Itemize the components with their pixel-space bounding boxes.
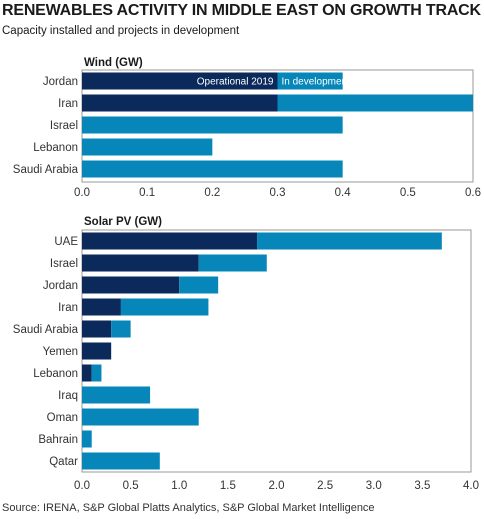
wind-category-label: Iran	[58, 98, 78, 110]
wind-x-tick-label: 0.1	[139, 187, 155, 199]
solar-pv-bar-israel-in-development	[198, 254, 267, 272]
wind-bar-lebanon-in-development	[82, 138, 213, 156]
wind-x-tick-label: 0.4	[335, 187, 352, 199]
wind-x-tick-label: 0.0	[74, 187, 90, 199]
wind-x-tick-label: 0.6	[465, 187, 481, 199]
solar-pv-category-label: Jordan	[43, 280, 78, 292]
wind-bar-jordan-operational-2019	[82, 72, 278, 90]
chart-title: RENEWABLES ACTIVITY IN MIDDLE EAST ON GR…	[2, 2, 481, 19]
chart-subtitle: Capacity installed and projects in devel…	[2, 25, 240, 37]
solar-pv-bar-uae-operational-2019	[82, 232, 258, 250]
wind-category-label: Lebanon	[33, 142, 78, 154]
wind-bar-iran-in-development	[277, 94, 473, 112]
solar-pv-category-label: Iran	[58, 302, 78, 314]
solar-pv-category-label: Iraq	[58, 390, 78, 402]
solar-pv-x-tick-label: 3.0	[366, 480, 382, 492]
solar-pv-x-tick-label: 0.0	[74, 480, 90, 492]
wind-bar-jordan-in-development	[277, 72, 343, 90]
solar-pv-x-tick-label: 1.5	[220, 480, 236, 492]
solar-pv-x-tick-label: 3.5	[414, 480, 430, 492]
wind-bar-israel-in-development	[82, 116, 343, 134]
solar-pv-x-tick-label: 4.0	[463, 480, 479, 492]
solar-pv-x-tick-label: 2.5	[317, 480, 333, 492]
solar-pv-category-label: Qatar	[49, 456, 78, 468]
solar-pv-x-tick-label: 2.0	[269, 480, 285, 492]
solar-pv-bar-iran-in-development	[120, 298, 209, 316]
solar-pv-category-label: Israel	[50, 258, 78, 270]
solar-pv-category-label: Saudi Arabia	[13, 324, 79, 336]
solar-pv-bar-lebanon-in-development	[91, 364, 102, 382]
wind-category-label: Israel	[50, 120, 78, 132]
wind-panel-title: Wind (GW)	[84, 57, 143, 69]
wind-x-tick-label: 0.3	[270, 187, 286, 199]
wind-category-label: Saudi Arabia	[13, 164, 79, 176]
solar-pv-bar-jordan-operational-2019	[82, 276, 180, 294]
legend-label-operational: Operational 2019	[197, 77, 274, 88]
solar-pv-bar-iraq-in-development	[82, 386, 151, 404]
solar-pv-bar-uae-in-development	[257, 232, 442, 250]
wind-x-tick-label: 0.5	[400, 187, 416, 199]
solar-pv-bar-yemen-operational-2019	[82, 342, 112, 360]
wind-bar-saudi-arabia-in-development	[82, 160, 343, 178]
solar-pv-panel-title: Solar PV (GW)	[84, 216, 162, 228]
wind-x-tick-label: 0.2	[204, 187, 220, 199]
source-note: Source: IRENA, S&P Global Platts Analyti…	[2, 502, 375, 514]
solar-pv-bar-iran-operational-2019	[82, 298, 121, 316]
solar-pv-bar-israel-operational-2019	[82, 254, 199, 272]
wind-bar-iran-operational-2019	[82, 94, 278, 112]
solar-pv-bar-qatar-in-development	[82, 452, 160, 470]
solar-pv-x-tick-label: 1.0	[171, 480, 187, 492]
solar-pv-bar-saudi-arabia-operational-2019	[82, 320, 112, 338]
solar-pv-x-tick-label: 0.5	[123, 480, 139, 492]
solar-pv-category-label: Yemen	[43, 346, 78, 358]
solar-pv-category-label: UAE	[54, 236, 78, 248]
wind-category-label: Jordan	[43, 76, 78, 88]
solar-pv-bar-bahrain-in-development	[82, 430, 92, 448]
solar-pv-bar-jordan-in-development	[179, 276, 219, 294]
legend-label-development: In development	[282, 77, 351, 88]
solar-pv-bar-lebanon-operational-2019	[82, 364, 92, 382]
solar-pv-category-label: Oman	[47, 412, 78, 424]
solar-pv-category-label: Bahrain	[38, 434, 78, 446]
solar-pv-bar-oman-in-development	[82, 408, 199, 426]
solar-pv-bar-saudi-arabia-in-development	[111, 320, 131, 338]
solar-pv-category-label: Lebanon	[33, 368, 78, 380]
